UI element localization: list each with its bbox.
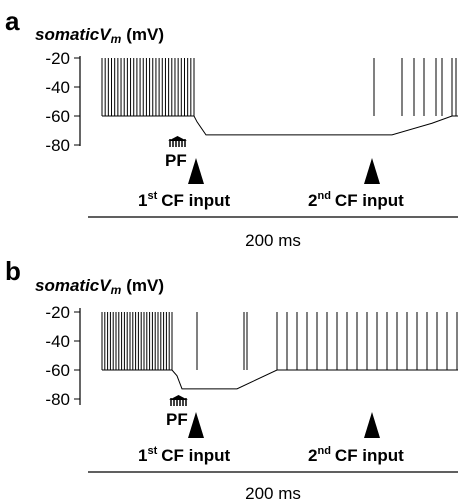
cf-arrow-1-b <box>188 412 204 438</box>
voltage-trace-b <box>101 312 458 390</box>
y-axis-label-b: somaticVm (mV) <box>35 276 164 297</box>
y-axis-label-a: somaticVm (mV) <box>35 25 164 46</box>
panel-b: b somaticVm (mV) -20 -40 -60 -80 PF 1st CF… <box>5 256 458 503</box>
y-tick-label-b-1: -40 <box>45 332 70 351</box>
y-tick-label-b-0: -20 <box>45 303 70 322</box>
panel-a: a somaticVm (mV) -20 -40 -60 -80 PF 1 <box>5 6 458 250</box>
scale-bar-label-a: 200 ms <box>245 231 301 250</box>
cf-arrow-1-a <box>188 158 204 184</box>
scale-bar-label-b: 200 ms <box>245 484 301 503</box>
pf-label-b: PF <box>166 410 188 429</box>
y-tick-label-a-2: -60 <box>45 107 70 126</box>
panel-letter-b: b <box>5 256 21 286</box>
cf-input-1-label-a: 1st CF input <box>138 190 231 210</box>
cf-input-1-label-b: 1st CF input <box>138 445 231 465</box>
pf-stimulus-a <box>168 136 187 147</box>
y-tick-label-a-0: -20 <box>45 49 70 68</box>
membrane-baseline <box>102 115 458 136</box>
y-tick-label-a-1: -40 <box>45 78 70 97</box>
voltage-trace-a <box>101 58 458 136</box>
pf-stimulus-b <box>169 395 188 406</box>
pf-label-a: PF <box>165 151 187 170</box>
cf-input-2-label-a: 2nd CF input <box>308 190 404 210</box>
cf-arrow-2-b <box>364 412 380 438</box>
cf-arrow-2-a <box>364 158 380 184</box>
cf-input-2-label-b: 2nd CF input <box>308 445 404 465</box>
panel-letter-a: a <box>5 6 20 36</box>
y-tick-label-b-2: -60 <box>45 361 70 380</box>
membrane-baseline <box>102 369 458 390</box>
y-tick-label-b-3: -80 <box>45 390 70 409</box>
y-tick-label-a-3: -80 <box>45 136 70 155</box>
